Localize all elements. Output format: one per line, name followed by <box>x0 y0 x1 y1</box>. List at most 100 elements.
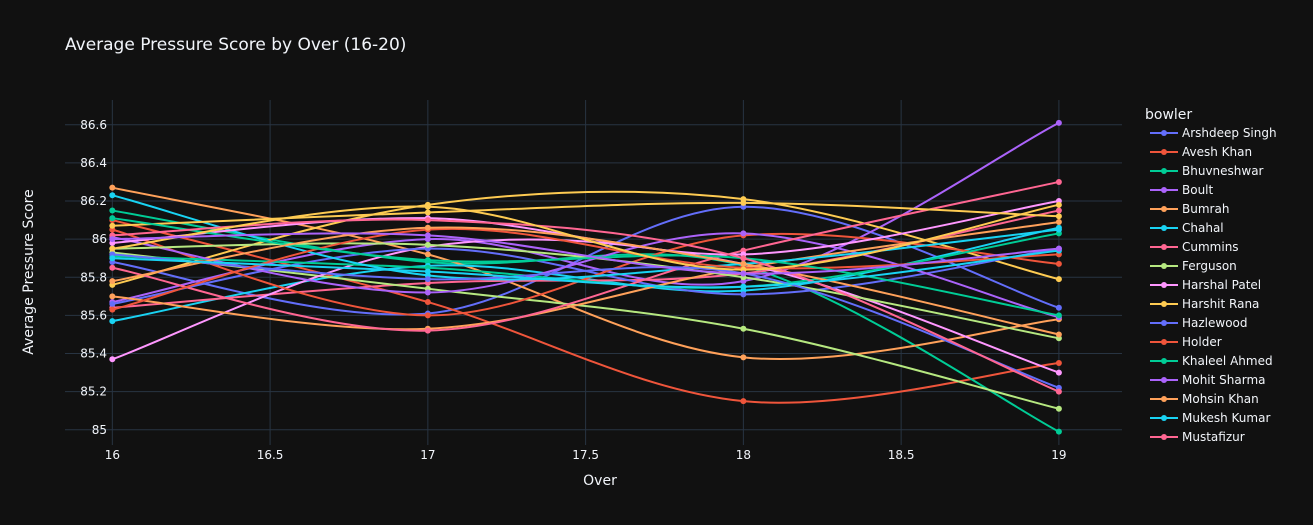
data-point[interactable] <box>109 356 116 363</box>
series[interactable] <box>109 199 1062 229</box>
series-line[interactable] <box>112 249 1060 289</box>
data-point[interactable] <box>740 291 747 298</box>
x-axis-ticks: 16 16.5 17 17.5 18 18.5 19 <box>105 448 1067 462</box>
plot-area[interactable] <box>109 119 1062 435</box>
series-line[interactable] <box>112 242 1060 340</box>
data-point[interactable] <box>1055 119 1062 126</box>
data-point[interactable] <box>1055 260 1062 267</box>
legend-item[interactable]: Chahal <box>1150 221 1224 235</box>
data-point[interactable] <box>424 203 431 210</box>
series-line[interactable] <box>112 186 1060 361</box>
data-point[interactable] <box>109 236 116 243</box>
data-point[interactable] <box>424 217 431 224</box>
legend-item[interactable]: Mohit Sharma <box>1150 373 1266 387</box>
data-point[interactable] <box>109 222 116 229</box>
data-point[interactable] <box>1055 213 1062 220</box>
data-point[interactable] <box>1055 207 1062 214</box>
legend-item[interactable]: Mohsin Khan <box>1150 392 1259 406</box>
legend-point-marker <box>1161 206 1167 212</box>
data-point[interactable] <box>109 318 116 325</box>
legend-point-marker <box>1161 377 1167 383</box>
x-tick-label: 17 <box>420 448 435 462</box>
data-point[interactable] <box>109 306 116 313</box>
legend-item[interactable]: Cummins <box>1150 240 1239 254</box>
data-point[interactable] <box>740 354 747 361</box>
data-point[interactable] <box>424 241 431 248</box>
series-line[interactable] <box>112 203 1060 271</box>
data-point[interactable] <box>740 260 747 267</box>
series-line[interactable] <box>112 217 1060 317</box>
data-point[interactable] <box>740 325 747 332</box>
legend-item[interactable]: Ferguson <box>1150 259 1237 273</box>
series-line[interactable] <box>112 232 1059 275</box>
data-point[interactable] <box>1055 201 1062 208</box>
data-point[interactable] <box>740 230 747 237</box>
data-point[interactable] <box>109 255 116 262</box>
data-point[interactable] <box>424 268 431 275</box>
legend-item[interactable]: Boult <box>1150 183 1214 197</box>
data-point[interactable] <box>109 278 116 285</box>
legend-item[interactable]: Mustafizur <box>1150 430 1245 444</box>
legend-item[interactable]: Arshdeep Singh <box>1150 126 1277 140</box>
legend-item[interactable]: Hazlewood <box>1150 316 1248 330</box>
data-point[interactable] <box>1055 276 1062 283</box>
legend-label: Avesh Khan <box>1182 145 1252 159</box>
data-point[interactable] <box>109 300 116 307</box>
data-point[interactable] <box>1055 304 1062 311</box>
legend-point-marker <box>1161 130 1167 136</box>
data-point[interactable] <box>1055 178 1062 185</box>
series-line[interactable] <box>112 226 1060 336</box>
data-point[interactable] <box>740 398 747 405</box>
data-point[interactable] <box>1055 405 1062 412</box>
data-point[interactable] <box>1055 369 1062 376</box>
data-point[interactable] <box>109 184 116 191</box>
legend-label: Harshit Rana <box>1182 297 1259 311</box>
data-point[interactable] <box>424 232 431 239</box>
legend-item[interactable]: Harshal Patel <box>1150 278 1261 292</box>
series-line[interactable] <box>112 219 1060 404</box>
data-point[interactable] <box>109 192 116 199</box>
data-point[interactable] <box>424 312 431 319</box>
data-point[interactable] <box>424 299 431 306</box>
series[interactable] <box>109 178 1062 334</box>
data-point[interactable] <box>424 257 431 264</box>
data-point[interactable] <box>424 289 431 296</box>
data-point[interactable] <box>740 255 747 262</box>
legend[interactable]: Arshdeep Singh Avesh Khan Bhuvneshwar Boult… <box>1150 126 1277 444</box>
data-point[interactable] <box>1055 312 1062 319</box>
legend-item[interactable]: Mukesh Kumar <box>1150 411 1270 425</box>
data-point[interactable] <box>740 270 747 277</box>
data-point[interactable] <box>109 293 116 300</box>
series[interactable] <box>109 217 1062 405</box>
data-point[interactable] <box>424 276 431 283</box>
series[interactable] <box>109 224 1062 338</box>
series-line[interactable] <box>112 180 1060 332</box>
legend-item[interactable]: Holder <box>1150 335 1222 349</box>
data-point[interactable] <box>424 224 431 231</box>
data-point[interactable] <box>424 327 431 334</box>
legend-item[interactable]: Bhuvneshwar <box>1150 164 1264 178</box>
series-line[interactable] <box>112 218 1060 393</box>
data-point[interactable] <box>109 207 116 214</box>
data-point[interactable] <box>1055 388 1062 395</box>
data-point[interactable] <box>740 199 747 206</box>
data-point[interactable] <box>424 251 431 258</box>
data-point[interactable] <box>740 283 747 290</box>
data-point[interactable] <box>109 245 116 252</box>
data-point[interactable] <box>1055 218 1062 225</box>
legend-item[interactable]: Bumrah <box>1150 202 1229 216</box>
data-point[interactable] <box>1055 360 1062 367</box>
legend-item[interactable]: Harshit Rana <box>1150 297 1259 311</box>
series-line[interactable] <box>112 201 1059 227</box>
data-point[interactable] <box>1055 331 1062 338</box>
data-point[interactable] <box>1055 245 1062 252</box>
series-line[interactable] <box>112 253 1060 389</box>
legend-item[interactable]: Khaleel Ahmed <box>1150 354 1273 368</box>
series[interactable] <box>109 232 1062 277</box>
data-point[interactable] <box>424 209 431 216</box>
data-point[interactable] <box>1055 428 1062 435</box>
data-point[interactable] <box>1055 226 1062 233</box>
data-point[interactable] <box>109 264 116 271</box>
legend-item[interactable]: Avesh Khan <box>1150 145 1252 159</box>
data-point[interactable] <box>109 215 116 222</box>
